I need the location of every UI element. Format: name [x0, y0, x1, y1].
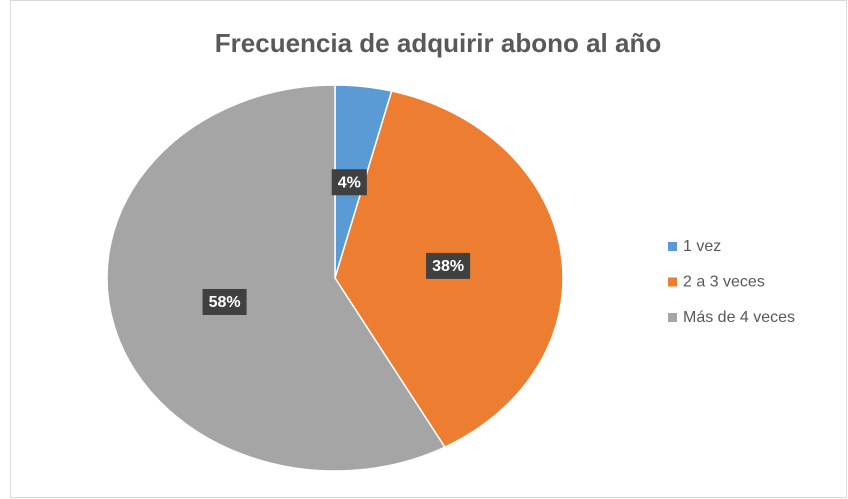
legend-swatch [668, 313, 677, 322]
data-label: 58% [202, 288, 247, 315]
data-label: 4% [331, 169, 367, 196]
legend-label: 2 a 3 veces [683, 274, 765, 291]
data-label-box [426, 252, 471, 279]
legend-label: 1 vez [683, 238, 721, 255]
legend-label: Más de 4 veces [683, 309, 795, 326]
pie-slice [106, 84, 446, 472]
data-label-text: 38% [432, 258, 464, 275]
data-label-box [331, 169, 367, 196]
data-label-text: 4% [338, 174, 361, 191]
legend-swatch [668, 277, 677, 287]
legend-swatch [668, 242, 677, 251]
chart-title: Frecuencia de adquirir abono al año [215, 28, 661, 58]
data-label: 38% [426, 252, 471, 279]
data-label-text: 58% [209, 294, 241, 311]
data-label-box [202, 288, 247, 315]
